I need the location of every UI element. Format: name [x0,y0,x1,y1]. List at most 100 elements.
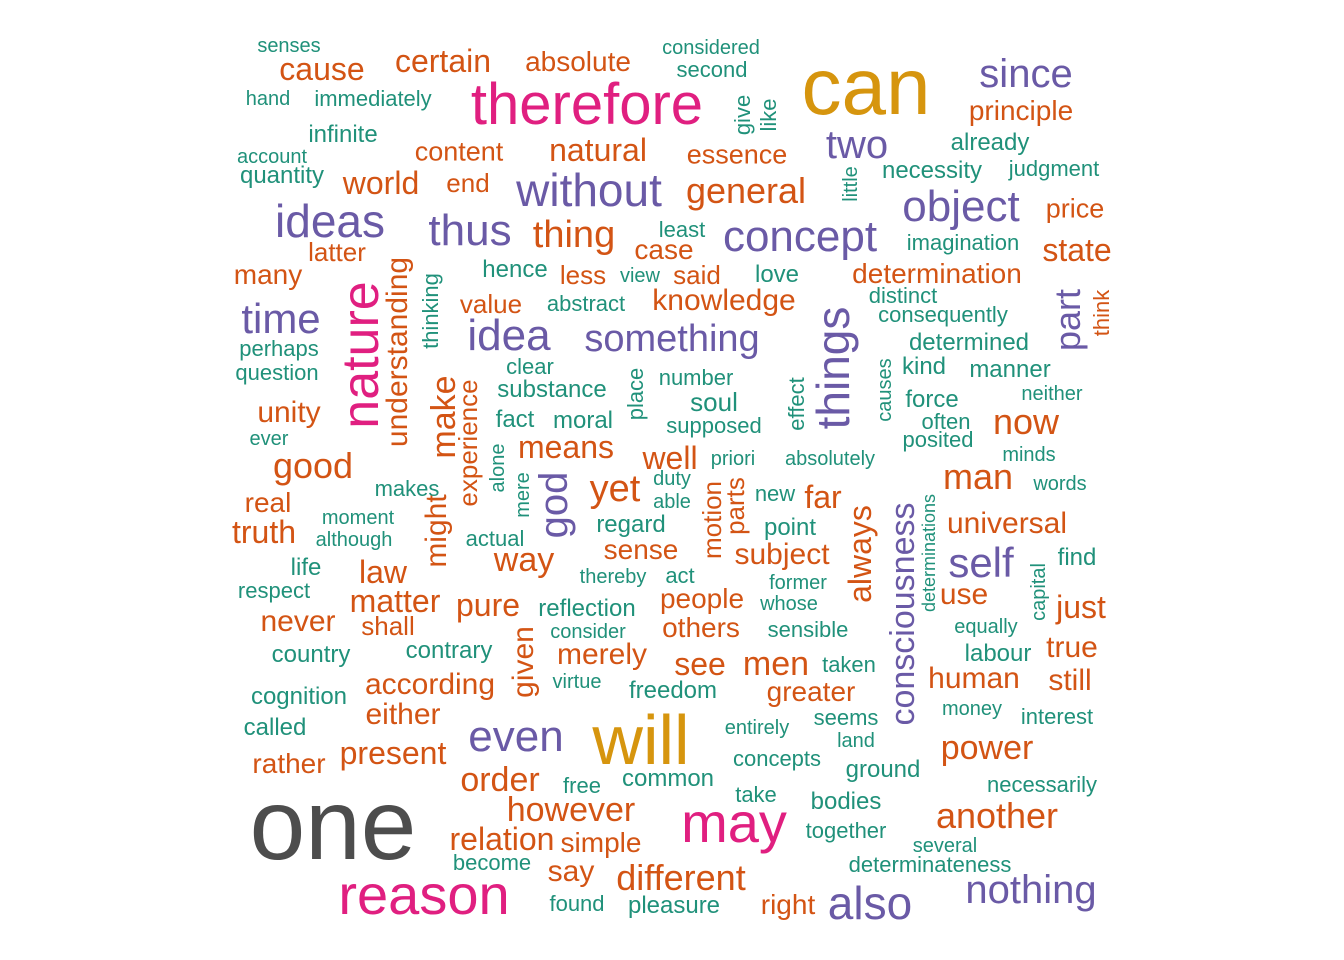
word-interest: interest [1020,704,1094,729]
word-respect: respect [237,578,311,603]
word-reflection: reflection [538,595,636,622]
word-many: many [233,259,303,290]
word-law: law [358,554,408,590]
word-might: might [420,494,453,568]
word-merely: merely [556,638,648,671]
word-absolutely: absolutely [784,448,876,470]
word-least: least [658,217,706,242]
word-things: things [807,306,859,430]
word-distinct: distinct [868,283,938,308]
word-makes: makes [374,476,440,501]
word-according: according [364,668,496,701]
word-far: far [804,479,842,515]
word-think: think [1089,289,1114,337]
word-considered: considered [662,37,760,59]
word-sensible: sensible [767,617,849,642]
word-true: true [1046,631,1098,664]
word-contrary: contrary [405,637,493,664]
word-imagination: imagination [906,230,1020,255]
word-subject: subject [734,538,830,571]
word-land: land [837,730,875,752]
word-give: give [730,94,755,136]
word-parts: parts [720,477,750,535]
word-means: means [517,429,615,465]
word-men: men [742,645,810,683]
word-whose: whose [760,593,818,615]
word-substance: substance [497,376,607,403]
word-labour: labour [964,640,1032,667]
word-still: still [1048,664,1092,697]
word-present: present [339,735,447,771]
word-can: can [801,42,931,131]
word-quantity: quantity [239,162,325,189]
word-like: like [756,98,781,132]
word-supposed: supposed [666,413,762,438]
word-determinateness: determinateness [848,852,1012,877]
word-reason: reason [338,863,510,926]
word-rather: rather [252,748,326,779]
word-will: will [592,701,690,779]
word-manner: manner [969,356,1051,383]
word-ground: ground [845,756,921,783]
word-abstract: abstract [546,291,626,316]
word-thinking: thinking [418,273,443,349]
word-may: may [681,791,787,854]
word-common: common [621,765,715,792]
word-value: value [459,289,523,319]
word-since: since [979,52,1073,96]
word-just: just [1056,589,1106,625]
word-pure: pure [455,587,521,623]
word-understanding: understanding [381,256,414,448]
word-necessity: necessity [881,157,983,184]
word-determinations: determinations [919,493,939,613]
word-bodies: bodies [810,788,882,815]
word-causes: causes [874,358,896,422]
word-yet: yet [589,468,641,510]
word-nature: nature [332,281,390,429]
word-either: either [365,698,441,731]
word-account: account [236,146,308,168]
word-another: another [935,795,1059,836]
word-immediately: immediately [314,86,432,111]
word-essence: essence [686,139,788,170]
word-infinite: infinite [308,121,378,148]
word-part: part [1047,288,1088,352]
word-determined: determined [908,329,1030,356]
word-right: right [760,889,816,920]
word-found: found [549,891,605,916]
word-knowledge: knowledge [652,284,796,317]
word-object: object [902,182,1020,231]
word-moment: moment [321,507,395,529]
word-seems: seems [813,705,879,730]
word-necessarily: necessarily [986,772,1098,797]
word-man: man [942,456,1014,497]
word-cause: cause [279,51,365,87]
word-take: take [735,782,777,807]
word-well: well [642,440,698,476]
word-therefore: therefore [470,72,704,137]
word-others: others [662,612,740,643]
word-perhaps: perhaps [239,336,319,361]
word-virtue: virtue [552,671,602,693]
word-consciousness: consciousness [884,502,922,726]
word-pleasure: pleasure [627,892,721,919]
word-real: real [244,487,292,518]
word-love: love [754,261,800,288]
word-judgment: judgment [1008,156,1100,181]
word-second: second [676,57,748,82]
word-now: now [992,401,1060,442]
word-said: said [673,260,721,290]
word-duty: duty [653,468,691,490]
word-certain: certain [394,43,492,79]
word-act: act [665,563,695,588]
word-one: one [249,769,417,881]
word-experience: experience [453,379,483,507]
word-latter: latter [308,237,366,267]
word-neither: neither [1021,383,1083,405]
word-less: less [559,260,607,290]
word-nothing: nothing [965,868,1097,912]
word-posited: posited [902,427,974,452]
word-self: self [948,539,1014,586]
word-two: two [825,123,889,167]
